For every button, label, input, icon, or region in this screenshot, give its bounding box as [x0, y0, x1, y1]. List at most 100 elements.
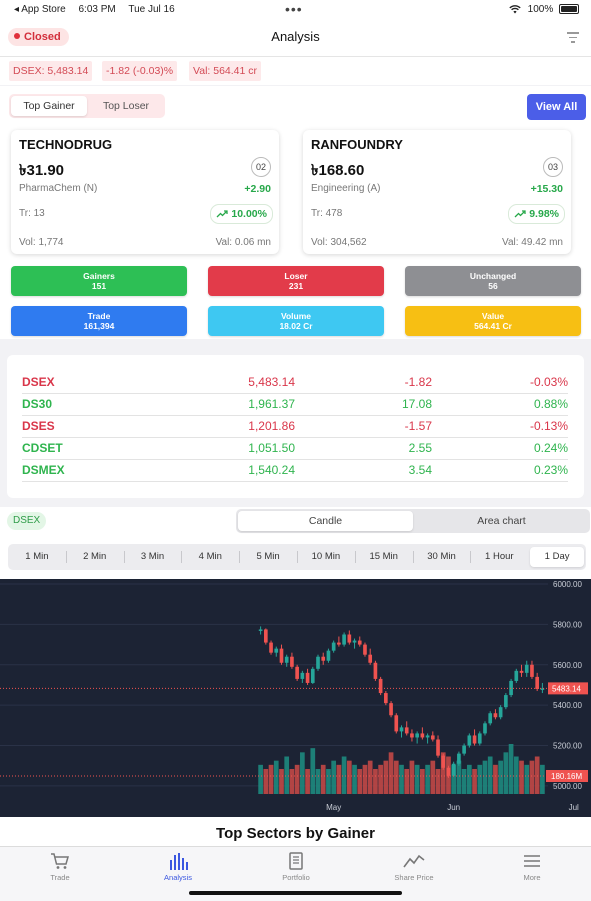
candle-body: [519, 670, 524, 673]
status-bar-right: 100%: [509, 4, 579, 15]
candle-body: [316, 656, 320, 669]
volume-bar: [362, 764, 368, 794]
price-chart[interactable]: 5000.00 5200.00 5400.00 5600.00 5800.00 6000.…: [0, 579, 591, 817]
candle-body: [352, 640, 357, 643]
candle-body: [462, 745, 466, 754]
volume-bar: [378, 764, 383, 794]
candle-body: [425, 735, 430, 738]
chart-type-area[interactable]: Area chart: [477, 515, 526, 527]
multitask-dots[interactable]: •••: [285, 1, 303, 17]
volume-bar: [331, 760, 337, 794]
index-row[interactable]: DSEX 5,483.14 -1.82 -0.03%: [22, 372, 568, 394]
x-tick-label: May: [326, 803, 341, 812]
index-row[interactable]: CDSET 1,051.50 2.55 0.24%: [22, 438, 568, 460]
index-value: 5,483.14: [248, 375, 295, 389]
filter-icon[interactable]: [567, 32, 579, 46]
candle-body: [504, 695, 508, 708]
index-row[interactable]: DSMEX 1,540.24 3.54 0.23%: [22, 460, 568, 482]
stock-sector: Engineering (A): [311, 183, 381, 194]
volume-bar: [404, 769, 410, 794]
tab-more[interactable]: More: [492, 852, 572, 882]
tab-share-price[interactable]: Share Price: [374, 852, 454, 882]
tab-trade[interactable]: Trade: [20, 852, 100, 882]
stock-volume: Vol: 1,774: [19, 237, 64, 248]
index-row[interactable]: DS30 1,961.37 17.08 0.88%: [22, 394, 568, 416]
tab-top-loser[interactable]: Top Loser: [102, 100, 150, 112]
home-indicator: [189, 891, 402, 895]
stock-value: Val: 49.42 mn: [502, 237, 563, 248]
volume-bar: [414, 764, 420, 794]
candle-body: [404, 727, 409, 734]
candle-body: [415, 733, 419, 738]
ticker-index: DSEX: 5,483.14: [9, 61, 93, 81]
volume-bar: [451, 764, 457, 794]
cart-icon: [51, 853, 69, 869]
timeframe-option[interactable]: 10 Min: [311, 551, 341, 562]
timeframe-option[interactable]: 1 Hour: [485, 551, 514, 562]
candle-body: [342, 634, 346, 645]
volume-bar: [258, 764, 263, 794]
volume-bar: [524, 764, 530, 794]
stock-trades: Tr: 478: [311, 208, 343, 219]
stat-unchanged[interactable]: Unchanged 56: [405, 266, 581, 296]
stock-volume: Vol: 304,562: [311, 237, 367, 248]
tab-label: Trade: [50, 873, 70, 882]
volume-bar: [305, 769, 310, 794]
candle-body: [399, 727, 404, 732]
stock-card[interactable]: TECHNODRUG ৳31.90 02 PharmaChem (N) +2.9…: [11, 130, 279, 254]
view-all-button[interactable]: View All: [527, 94, 586, 120]
tab-portfolio[interactable]: Portfolio: [256, 852, 336, 882]
index-row[interactable]: DSES 1,201.86 -1.57 -0.13%: [22, 416, 568, 438]
candle-body: [274, 648, 279, 653]
candle-body: [530, 664, 534, 677]
candle-body: [300, 672, 305, 679]
timeframe-option[interactable]: 15 Min: [369, 551, 398, 562]
timeframe-option[interactable]: 2 Min: [83, 551, 107, 562]
tab-label: More: [523, 873, 541, 882]
candle-body: [331, 642, 336, 651]
page-title: Analysis: [271, 29, 320, 44]
timeframe-option[interactable]: 3 Min: [140, 551, 165, 562]
back-to-app-store[interactable]: ◂ App Store: [14, 4, 66, 15]
volume-bar: [540, 764, 545, 794]
volume-bar: [430, 760, 436, 794]
timeframe-option[interactable]: 4 Min: [198, 551, 222, 562]
tab-top-gainer[interactable]: Top Gainer: [11, 96, 87, 116]
stat-losers[interactable]: Loser 231: [208, 266, 384, 296]
index-percent: 0.23%: [533, 463, 568, 477]
stat-value: 161,394: [83, 321, 115, 331]
timeframe-option[interactable]: 30 Min: [427, 551, 456, 562]
candle-body: [441, 755, 446, 768]
volume-bar: [315, 769, 321, 794]
volume-bar: [534, 756, 540, 794]
tab-analysis[interactable]: Analysis: [138, 852, 218, 882]
stat-gainers[interactable]: Gainers 151: [11, 266, 187, 296]
trend-line-icon: [403, 854, 425, 868]
stock-card[interactable]: RANFOUNDRY ৳168.60 03 Engineering (A) +1…: [303, 130, 571, 254]
top-movers-section: Top Gainer Top Loser View All TECHNODRUG…: [0, 86, 591, 339]
candlestick-chart[interactable]: 5000.00 5200.00 5400.00 5600.00 5800.00 6000.…: [0, 579, 591, 817]
chart-type-candle[interactable]: Candle: [238, 511, 413, 531]
index-value: 1,201.86: [248, 419, 295, 433]
volume-bar: [508, 744, 514, 794]
volume-label: 180.16M: [551, 772, 582, 781]
y-tick-label: 5200.00: [553, 742, 582, 751]
candle-body: [451, 763, 456, 776]
volume-bar: [487, 756, 493, 794]
stock-rank: 03: [543, 157, 563, 177]
timeframe-option[interactable]: 5 Min: [256, 551, 280, 562]
x-tick-label: Jul: [569, 803, 579, 812]
timeframe-option[interactable]: 1 Min: [25, 551, 49, 562]
candle-body: [378, 678, 383, 694]
status-bar-left: ◂ App Store 6:03 PM Tue Jul 16: [14, 4, 185, 15]
candle-body: [394, 715, 399, 732]
index-value: 1,051.50: [248, 441, 295, 455]
timeframe-separator: [354, 551, 356, 563]
menu-icon: [524, 855, 540, 867]
volume-bar: [435, 769, 441, 794]
timeframe-option[interactable]: 1 Day: [530, 547, 584, 567]
chart-symbol-chip[interactable]: DSEX: [7, 512, 47, 530]
volume-bar: [388, 752, 394, 794]
candle-body: [384, 693, 388, 704]
stock-percent: 9.98%: [529, 208, 559, 220]
